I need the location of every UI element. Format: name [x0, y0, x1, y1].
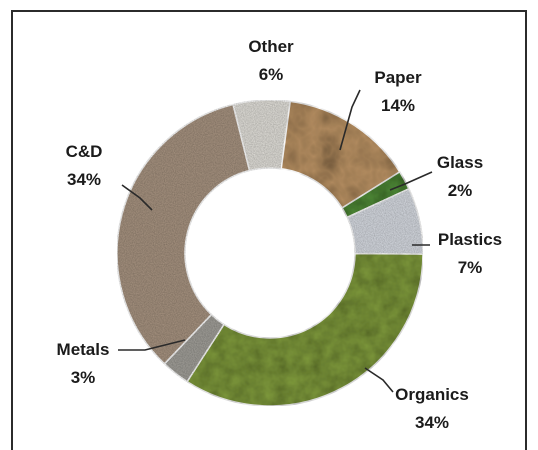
- slice-value-paper: 14%: [381, 96, 415, 115]
- donut-hole: [186, 169, 354, 337]
- donut-slices: [116, 99, 424, 407]
- leader-line-organics: [364, 367, 394, 393]
- leader-line-glass: [389, 171, 433, 191]
- slice-value-glass: 2%: [448, 181, 473, 200]
- slice-value-organics: 34%: [415, 413, 449, 432]
- leader-line-metals: [118, 339, 186, 351]
- slice-label-plastics: Plastics: [438, 230, 502, 249]
- slice-c-d: [116, 103, 251, 365]
- leader-line-paper: [339, 89, 361, 151]
- slice-organics: [186, 252, 424, 407]
- leader-lines: [118, 89, 433, 393]
- slice-labels: Other 6% Paper 14% Glass 2% Plastics 7% Organics…: [57, 37, 503, 432]
- slice-label-glass: Glass: [437, 153, 483, 172]
- slice-value-plastics: 7%: [458, 258, 483, 277]
- slice-value-c-d: 34%: [67, 170, 101, 189]
- slice-label-c-d: C&D: [66, 142, 103, 161]
- slice-label-metals: Metals: [57, 340, 110, 359]
- leader-line-c-d: [121, 184, 153, 211]
- slice-label-other: Other: [248, 37, 294, 56]
- slice-label-organics: Organics: [395, 385, 469, 404]
- slice-value-other: 6%: [259, 65, 284, 84]
- slice-label-paper: Paper: [374, 68, 422, 87]
- slice-value-metals: 3%: [71, 368, 96, 387]
